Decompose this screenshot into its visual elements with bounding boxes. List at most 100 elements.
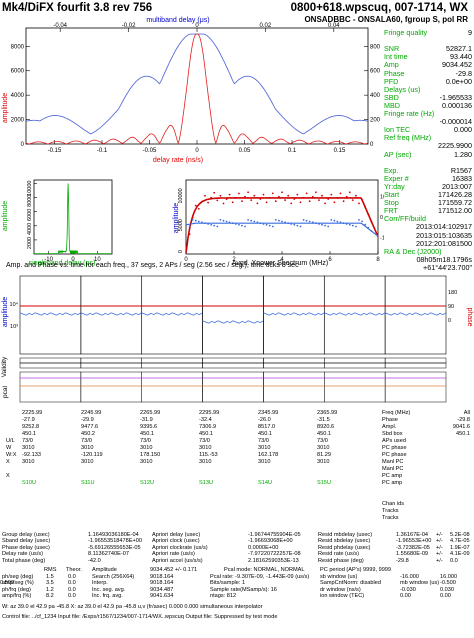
xpower-phase-point [210,223,213,226]
channel-cell-sbd: 450.1 [258,431,272,437]
channel-cell-phase: -31.5 [317,417,330,423]
xpower-phase-point [324,224,326,227]
scan-title: 0800+618.wpscuq, 007-1714, WX [290,2,468,14]
pcal-frame [141,371,203,403]
right-tick-label: 8000 [370,44,380,50]
xpower-phase-point [247,219,249,221]
sbd-x-tick-label: 10 [94,257,101,263]
xpower-phase-point [370,230,373,232]
stat-cell: -7.97220722257E-08 [248,551,301,558]
stat-cell: 1.36167E-04 [396,532,429,538]
right-tick-label: 4000 [370,93,380,99]
channel-cell-ul: 73/0 [258,438,269,444]
info-value: 0.000 [454,125,472,135]
xpower-amp-point [364,206,367,208]
channel-amplitude-line [384,312,447,316]
channel-cell-wx: 162.178 [258,452,279,458]
stat-cell: Apriori clockrate (us/s) [152,544,208,551]
xpower-phase-point [262,223,265,225]
xpower-phase-point [302,219,305,221]
channel-id: S12U [140,480,154,486]
stat-cell: 4.1E-09 [450,551,470,558]
sbd-x-tick-label: -10 [44,257,53,263]
xpower-amp-point [311,195,314,198]
xpower-x-tick-label: 4 [280,257,284,263]
info-key: Fringe rate (Hz) [384,109,435,118]
stat-cell: Apriori clock (usec) [152,538,200,545]
stat-cell: -1.96553518478E+00 [88,538,142,545]
channel-cell-sbd: 450.1 [199,431,213,437]
bottom-tick-label: -0.15 [48,148,62,154]
xpower-amp-point [361,199,363,201]
stat-cell: -3.72382E-05 [396,544,430,551]
amp-phase-right-label: phase [466,307,473,326]
rms-cell: 9041.634 [150,593,174,600]
channel-cell-w: 3010 [258,445,271,451]
rms-cell: -16.000 [400,574,419,580]
rms-cell: Interp. [92,580,108,587]
top-tick-label: -0.02 [122,23,136,29]
channel-id: S14U [258,480,272,486]
xpower-y-tick-label: 5000 [178,219,184,231]
info-key: Stop [384,198,399,208]
rms-cell: mb window (us) [400,580,440,587]
channel-cell-w: 3010 [140,445,153,451]
xpower-phase-point [259,222,262,225]
left-tick-label: 6000 [11,69,25,75]
top-tick-label: 0.04 [328,23,340,29]
summary-all-value: 450.1 [456,431,470,437]
xpower-amp-point [318,199,320,201]
xpower-amp-point [265,201,268,204]
rms-cell: dr window (ns/s) [320,586,361,593]
az-el-line: W: az 39.0 el 42.9 pa -45.8 X: az 39.0 e… [2,604,263,610]
rms-cell: Bits/sample: 1 [210,580,246,587]
rms-cell: Inc. seg. avg. [92,586,126,593]
xpower-phase-point [305,219,308,222]
channel-amplitude-line [202,320,264,324]
xpower-phase-point [241,224,243,227]
bottom-tick-label: 0.1 [288,148,297,154]
channel-cell-phase: -31.9 [140,417,153,423]
xpower-x-tick-label: 2 [232,257,236,263]
stat-cell: +/- [436,557,443,564]
rms-cell: -0.030 [400,586,416,593]
rms-cell: Pcal rate: -9.307E-09, -1.443E-09 (us/s) [210,574,310,580]
stat-cell: -1.96693068E+00 [248,538,293,545]
xpower-amp-point [191,216,194,219]
info-key: Exper # [384,173,409,183]
bottom-tick-label: 0.05 [239,148,251,154]
stat-cell: 1.55680E-09 [396,551,429,558]
summary-all-value: All [463,410,470,416]
rms-header: Theor. [66,567,82,573]
xpower-amp-point [308,200,311,203]
xpower-phase-point [228,221,231,224]
channel-row-label: U/L [6,438,15,444]
xpower-phase-point [339,221,342,224]
baseline-subtitle: ONSADBBC - ONSALA60, fgroup S, pol RR [304,15,468,24]
xpower-amp-point [228,193,231,196]
xpower-phase-point [315,222,317,225]
rms-cell: 0.0 [68,574,76,580]
rms-cell: ntags: 812 [210,593,237,600]
xpower-phase-point [364,223,367,226]
xpower-phase-point [204,222,206,225]
stat-cell: 8.11362740E-07 [88,551,129,558]
xpower-amp-point [225,198,228,200]
xpower-phase-point [191,219,194,221]
xpower-phase-point [308,220,311,223]
channel-id: S13U [199,480,213,486]
xpower-phase-point [256,221,259,224]
xpower-phase-point [318,223,320,225]
xpower-phase-point [222,219,225,222]
sbd-y-tick-label: 8000 [27,195,33,207]
info-key: SNR [384,44,400,54]
phase-tick-label: 0 [448,318,451,324]
channel-row-label: X [6,459,10,465]
xpower-phase-point [311,221,314,224]
xpower-amp-point [287,194,290,197]
channel-amplitude-line [324,312,386,316]
xpower-amp-point [370,220,373,223]
rms-cell: Sample rate(MSamp/s): 16 [210,586,277,593]
rms-cell: 16.000 [440,574,458,580]
info-key: SBD [384,92,399,102]
